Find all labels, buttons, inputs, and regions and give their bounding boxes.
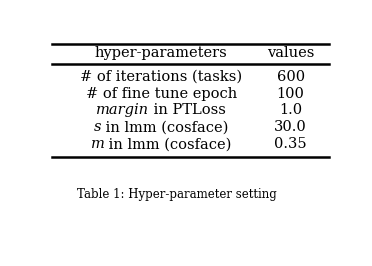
Text: # of iterations (tasks): # of iterations (tasks) (80, 70, 242, 84)
Text: s: s (94, 120, 101, 134)
Text: 0.35: 0.35 (274, 137, 307, 151)
Text: 600: 600 (276, 70, 305, 84)
Text: in lmm (cosface): in lmm (cosface) (101, 120, 229, 134)
Text: values: values (267, 47, 314, 60)
Text: in PTLoss: in PTLoss (149, 103, 226, 118)
Text: margin: margin (96, 103, 149, 118)
Text: 1.0: 1.0 (279, 103, 302, 118)
Text: in lmm (cosface): in lmm (cosface) (105, 137, 232, 151)
Text: hyper-parameters: hyper-parameters (95, 47, 228, 60)
Text: 100: 100 (277, 86, 305, 101)
Text: Table 1: Hyper-parameter setting: Table 1: Hyper-parameter setting (77, 188, 276, 201)
Text: m: m (90, 137, 105, 151)
Text: # of fine tune epoch: # of fine tune epoch (86, 86, 237, 101)
Text: 30.0: 30.0 (274, 120, 307, 134)
